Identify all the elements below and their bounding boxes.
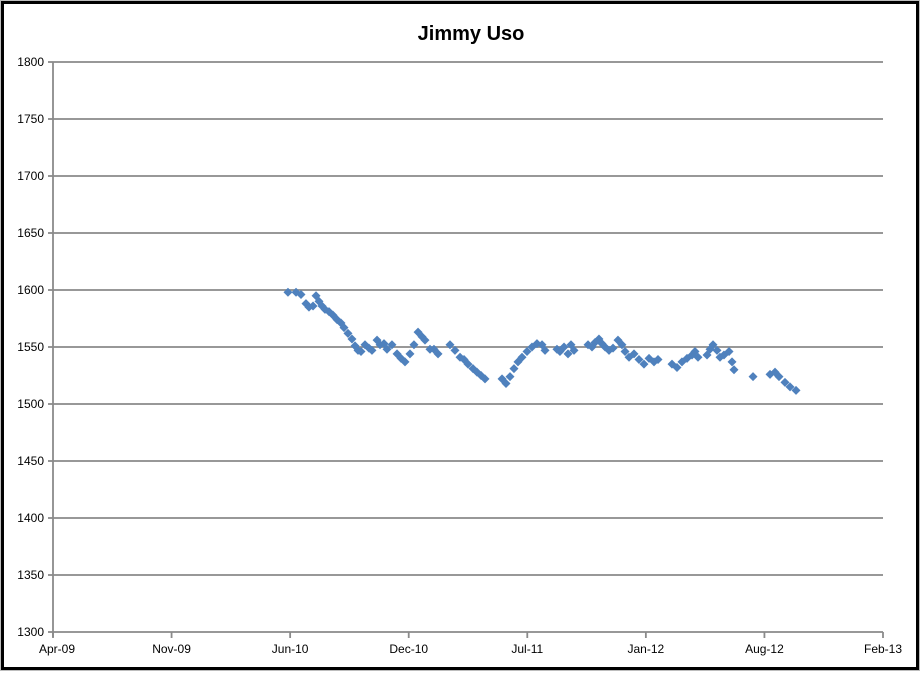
data-point xyxy=(387,340,397,350)
data-point xyxy=(450,345,460,355)
data-point xyxy=(727,357,737,367)
x-tick-label: Aug-12 xyxy=(745,642,784,656)
data-point xyxy=(367,345,377,355)
y-tick-label: 1400 xyxy=(17,511,44,525)
data-point xyxy=(405,349,415,359)
data-point xyxy=(540,345,550,355)
data-point xyxy=(356,347,366,357)
data-point xyxy=(712,345,722,355)
data-point xyxy=(634,355,644,365)
axes xyxy=(52,62,884,638)
y-tick-label: 1700 xyxy=(17,169,44,183)
data-point xyxy=(724,347,734,357)
data-point xyxy=(639,359,649,369)
x-tick-label: Jan-12 xyxy=(628,642,665,656)
data-point xyxy=(748,372,758,382)
y-tick-label: 1750 xyxy=(17,112,44,126)
data-point xyxy=(308,301,318,311)
y-axis-tick-labels: 1800 1750 1700 1650 1600 1550 1500 1450 1400 1350… xyxy=(17,55,44,639)
data-point xyxy=(420,335,430,345)
data-point xyxy=(343,328,353,338)
data-point xyxy=(505,372,515,382)
y-tick-label: 1500 xyxy=(17,397,44,411)
data-point xyxy=(509,364,519,374)
y-tick-label: 1650 xyxy=(17,226,44,240)
x-axis-tick-labels: Apr-09 Nov-09 Jun-10 Dec-10 Jul-11 Jan-12 Aug-… xyxy=(39,642,902,656)
data-point xyxy=(283,287,293,297)
y-tick-label: 1300 xyxy=(17,625,44,639)
data-point xyxy=(672,363,682,373)
x-tick-label: Apr-09 xyxy=(39,642,75,656)
gridlines xyxy=(48,61,883,633)
y-tick-label: 1800 xyxy=(17,55,44,69)
data-point xyxy=(522,347,532,357)
data-point xyxy=(445,340,455,350)
data-point xyxy=(780,377,790,387)
data-point xyxy=(620,347,630,357)
data-point xyxy=(569,345,579,355)
x-tick-label: Jun-10 xyxy=(272,642,309,656)
x-tick-label: Feb-13 xyxy=(864,642,902,656)
x-tick-label: Jul-11 xyxy=(511,642,543,656)
data-point xyxy=(791,385,801,395)
data-point xyxy=(400,357,410,367)
y-tick-label: 1600 xyxy=(17,283,44,297)
y-tick-label: 1550 xyxy=(17,340,44,354)
data-point xyxy=(653,355,663,365)
data-point xyxy=(517,352,527,362)
data-point xyxy=(339,323,349,333)
data-point xyxy=(382,344,392,354)
y-tick-label: 1350 xyxy=(17,568,44,582)
data-point xyxy=(296,290,306,300)
data-point xyxy=(501,378,511,388)
y-tick-label: 1450 xyxy=(17,454,44,468)
x-tick-label: Dec-10 xyxy=(389,642,428,656)
data-point xyxy=(563,349,573,359)
data-point xyxy=(433,349,443,359)
data-point xyxy=(629,349,639,359)
data-point xyxy=(617,340,627,350)
data-point xyxy=(480,374,490,384)
x-tick-label: Nov-09 xyxy=(152,642,191,656)
data-point xyxy=(693,352,703,362)
data-point xyxy=(608,343,618,353)
data-point xyxy=(409,340,419,350)
data-point xyxy=(774,372,784,382)
data-point xyxy=(559,342,569,352)
data-point xyxy=(463,359,473,369)
data-series-jimmy-uso xyxy=(283,287,801,395)
data-point xyxy=(785,382,795,392)
data-point xyxy=(708,340,718,350)
data-point xyxy=(347,334,357,344)
chart-title: Jimmy Uso xyxy=(418,23,525,45)
data-point xyxy=(729,365,739,375)
